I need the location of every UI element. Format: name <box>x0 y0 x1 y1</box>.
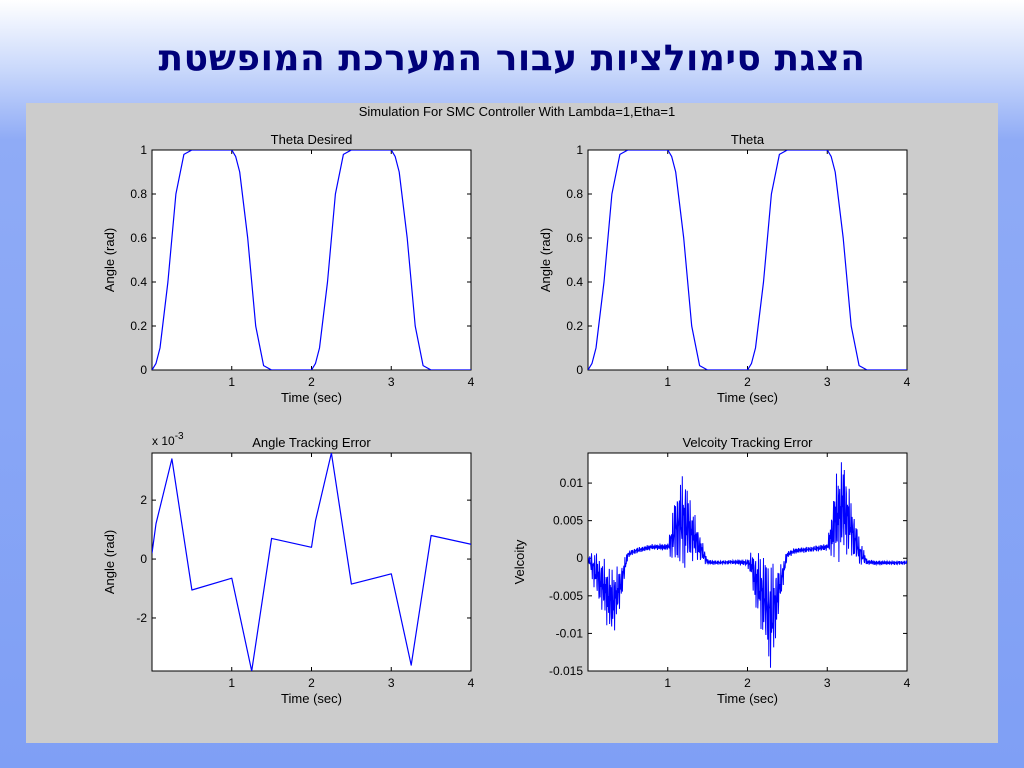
x-tick-label: 1 <box>664 676 671 690</box>
y-tick-label: 1 <box>576 143 583 157</box>
y-tick-label: -0.005 <box>549 589 583 603</box>
x-tick-label: 4 <box>468 375 475 389</box>
slide-title: הצגת סימולציות עבור המערכת המופשטת <box>158 38 866 79</box>
y-axis-label: Angle (rad) <box>538 228 553 292</box>
y-tick-label: 0 <box>576 363 583 377</box>
y-tick-label: 0.6 <box>130 231 147 245</box>
x-tick-label: 1 <box>228 676 235 690</box>
exponent-base: x 10 <box>152 434 175 448</box>
y-tick-label: 0.4 <box>130 275 147 289</box>
y-tick-label: 0.4 <box>566 275 583 289</box>
x-tick-label: 3 <box>388 375 395 389</box>
y-tick-label: -0.015 <box>549 664 583 678</box>
series-line <box>152 150 471 370</box>
x-tick-label: 1 <box>228 375 235 389</box>
axis-exponent-label: x 10-3 <box>152 431 184 448</box>
subplot-3: 1 2 3 4 -2 0 2 Angle Tracking Error Time (sec) An… <box>102 431 475 706</box>
y-tick-label: 0.2 <box>130 319 147 333</box>
x-tick-label: 3 <box>388 676 395 690</box>
y-tick-label: 0 <box>140 363 147 377</box>
y-tick-label: 0 <box>576 551 583 565</box>
x-tick-label: 4 <box>904 676 911 690</box>
y-axis-label: Angle (rad) <box>102 228 117 292</box>
subplot-4: 1 2 3 4 -0.015 -0.01 -0.005 0 0.005 0.01 Velcoity … <box>512 435 911 706</box>
y-tick-label: 0.6 <box>566 231 583 245</box>
y-tick-label: 0.8 <box>130 187 147 201</box>
y-axis-label: Velcoity <box>512 539 527 584</box>
x-tick-label: 4 <box>904 375 911 389</box>
y-tick-label: 0.8 <box>566 187 583 201</box>
x-tick-label: 2 <box>744 375 751 389</box>
axes-box <box>587 149 908 371</box>
y-tick-label: 0.01 <box>560 476 584 490</box>
x-axis-label: Time (sec) <box>717 390 778 405</box>
y-tick-label: 0 <box>140 552 147 566</box>
y-tick-label: -0.01 <box>556 626 584 640</box>
y-tick-label: -2 <box>136 611 147 625</box>
subplot-1: 1 2 3 4 0 0.2 0.4 0.6 0.8 1 Theta Desired Time (sec… <box>102 132 475 405</box>
x-tick-label: 3 <box>824 375 831 389</box>
x-tick-label: 3 <box>824 676 831 690</box>
subplot-title: Theta <box>731 132 765 147</box>
axes-box <box>151 452 472 672</box>
y-tick-label: 2 <box>140 493 147 507</box>
y-tick-label: 1 <box>140 143 147 157</box>
x-tick-label: 2 <box>308 375 315 389</box>
y-tick-label: 0.005 <box>553 514 583 528</box>
subplot-2: 1 2 3 4 0 0.2 0.4 0.6 0.8 1 Theta Time (sec) Angle (… <box>538 132 911 405</box>
y-tick-label: 0.2 <box>566 319 583 333</box>
x-tick-label: 1 <box>664 375 671 389</box>
subplot-title: Velcoity Tracking Error <box>682 435 813 450</box>
series-line <box>152 453 471 671</box>
figure-canvas: Simulation For SMC Controller With Lambd… <box>102 104 911 706</box>
y-axis-label: Angle (rad) <box>102 530 117 594</box>
subplot-title: Theta Desired <box>271 132 353 147</box>
series-line <box>588 150 907 370</box>
subplot-title: Angle Tracking Error <box>252 435 371 450</box>
x-axis-label: Time (sec) <box>717 691 778 706</box>
matlab-figure-panel: Simulation For SMC Controller With Lambd… <box>26 103 998 743</box>
figure-suptitle: Simulation For SMC Controller With Lambd… <box>359 104 675 119</box>
x-axis-label: Time (sec) <box>281 691 342 706</box>
axes-box <box>151 149 472 371</box>
x-axis-label: Time (sec) <box>281 390 342 405</box>
series-line <box>588 462 907 668</box>
x-tick-label: 2 <box>744 676 751 690</box>
x-tick-label: 4 <box>468 676 475 690</box>
exponent-power: -3 <box>175 431 184 442</box>
x-tick-label: 2 <box>308 676 315 690</box>
